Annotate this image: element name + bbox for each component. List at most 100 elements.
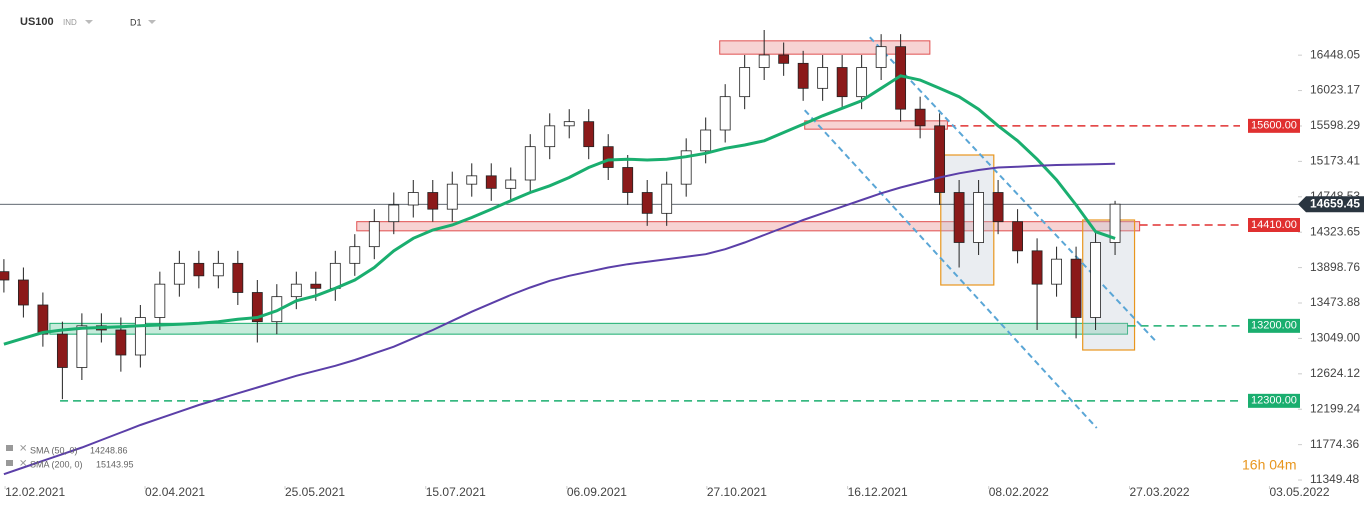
- candle-body: [661, 183, 673, 214]
- candle-body: [37, 304, 49, 335]
- candle-body: [466, 175, 478, 185]
- candle-body: [544, 125, 556, 148]
- level-label: 15600.00: [1251, 120, 1297, 132]
- y-tick-label: 14323.65: [1310, 224, 1360, 238]
- candle-body: [719, 96, 731, 131]
- indicator-icon[interactable]: [6, 460, 13, 466]
- candle-body: [407, 192, 419, 206]
- zone: [356, 221, 1141, 232]
- candle-body: [427, 192, 439, 210]
- y-tick-label: 16448.05: [1310, 47, 1360, 61]
- indicator-icon[interactable]: [6, 445, 13, 451]
- candle-body: [76, 325, 88, 368]
- candle-body: [17, 279, 29, 306]
- y-tick-label: 15598.29: [1310, 118, 1360, 132]
- x-tick-label: 08.02.2022: [989, 485, 1049, 499]
- candle-body: [817, 67, 829, 89]
- level-label-bg: [1248, 393, 1300, 408]
- candle-body: [641, 192, 653, 214]
- last-price-label: 14659.45: [1310, 196, 1360, 210]
- remove-icon[interactable]: ✕: [19, 459, 27, 470]
- candle-body: [758, 54, 770, 68]
- candle-body: [856, 67, 868, 98]
- trendline: [803, 109, 1098, 429]
- candle-body: [329, 262, 341, 289]
- y-tick-label: 16023.17: [1310, 83, 1360, 97]
- candle-body: [797, 62, 809, 89]
- candle-body: [934, 125, 946, 193]
- y-tick-label: 12624.12: [1310, 366, 1360, 380]
- candle-body: [251, 292, 263, 323]
- candle-body: [524, 146, 536, 181]
- y-tick-label: 11349.48: [1310, 472, 1359, 486]
- dropdown-arrow[interactable]: [85, 20, 93, 24]
- candle-body: [368, 221, 380, 248]
- level-label-bg: [1248, 318, 1300, 333]
- candle-body: [193, 262, 205, 277]
- candle-body: [739, 67, 751, 98]
- candle-body: [875, 46, 887, 68]
- zone: [49, 322, 1129, 335]
- candle-body: [56, 333, 68, 368]
- candle-body: [446, 183, 458, 210]
- plot-area: 16448.0516023.1715598.2915173.4114748.53…: [0, 30, 1364, 499]
- x-tick-label: 02.04.2021: [145, 485, 205, 499]
- y-tick-label: 13049.00: [1310, 331, 1360, 345]
- level-label-bg: [1248, 118, 1300, 133]
- legend-value: 15143.95: [96, 459, 134, 469]
- candle-body: [134, 317, 146, 356]
- candle-body: [115, 329, 127, 356]
- sma-line: [3, 162, 1116, 476]
- candle-body: [680, 150, 692, 185]
- level-label: 12300.00: [1251, 395, 1297, 407]
- timeframe[interactable]: D1: [130, 17, 142, 27]
- candle-body: [778, 54, 790, 64]
- candle-body: [700, 129, 712, 152]
- level-label-bg: [1248, 218, 1300, 232]
- legend-name: SMA (50, 0): [30, 445, 78, 455]
- candle-body: [232, 262, 244, 293]
- zone: [804, 120, 948, 130]
- candle-body: [1031, 250, 1043, 285]
- last-price-label-bg: [1298, 196, 1364, 213]
- candle-body: [1109, 203, 1121, 243]
- candle-body: [212, 262, 224, 277]
- remove-icon[interactable]: ✕: [19, 444, 27, 455]
- x-tick-label: 06.09.2021: [567, 485, 627, 499]
- x-tick-label: 15.07.2021: [426, 485, 486, 499]
- sma-line: [3, 74, 1116, 346]
- y-tick-label: 12199.24: [1310, 401, 1360, 415]
- x-tick-label: 12.02.2021: [5, 485, 65, 499]
- y-tick-label: 11774.36: [1310, 437, 1359, 451]
- y-tick-label: 13473.88: [1310, 295, 1360, 309]
- candle-body: [1051, 258, 1062, 285]
- candle-body: [973, 192, 985, 243]
- candle-body: [1070, 258, 1082, 318]
- candle-body: [349, 246, 361, 264]
- candle-body: [485, 175, 497, 189]
- candle-body: [953, 192, 965, 243]
- candle-body: [836, 67, 848, 98]
- candle-body: [0, 271, 10, 281]
- candle-body: [992, 192, 1004, 223]
- symbol[interactable]: US100: [20, 16, 54, 28]
- x-tick-label: 25.05.2021: [285, 485, 345, 499]
- legend-value: 14248.86: [90, 445, 128, 455]
- candle-body: [622, 167, 634, 193]
- x-tick-label: 27.03.2022: [1129, 485, 1189, 499]
- candle-body: [388, 204, 400, 223]
- dropdown-arrow[interactable]: [148, 20, 156, 24]
- level-label: 13200.00: [1251, 320, 1297, 332]
- candle-body: [602, 146, 614, 168]
- countdown: 16h 04m: [1242, 457, 1296, 473]
- y-tick-label: 13898.76: [1310, 260, 1360, 274]
- candle-body: [173, 262, 185, 285]
- candle-body: [583, 121, 595, 148]
- candle-body: [1090, 242, 1101, 318]
- x-tick-label: 03.05.2022: [1269, 485, 1329, 499]
- x-tick-label: 27.10.2021: [707, 485, 767, 499]
- candle-body: [505, 179, 517, 189]
- instrument-type: IND: [63, 18, 77, 27]
